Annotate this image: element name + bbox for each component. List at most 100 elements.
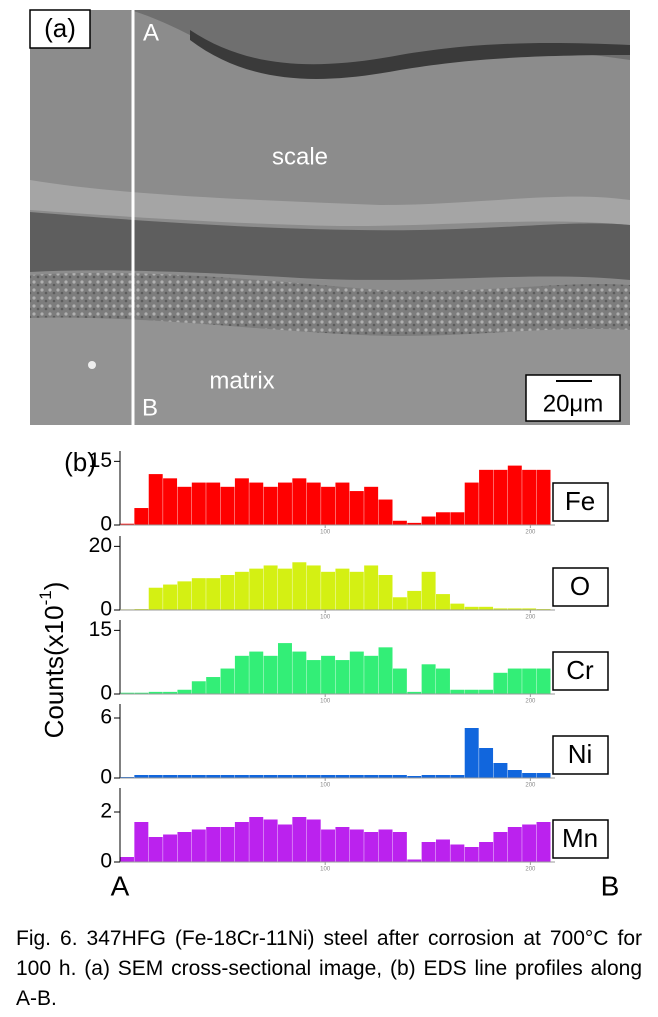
bar [507, 608, 522, 610]
bar [493, 763, 508, 778]
bar [306, 482, 321, 525]
bar [392, 668, 407, 694]
bar [321, 829, 336, 862]
panel-label: (b) [64, 447, 96, 477]
bar [249, 775, 264, 778]
bar [435, 839, 450, 862]
bar [435, 775, 450, 778]
x-tick-label: 100 [320, 699, 331, 705]
sem-gap [30, 212, 630, 280]
bar [335, 775, 350, 778]
bar [234, 478, 249, 525]
bar [306, 565, 321, 610]
y-tick-label: 0 [100, 682, 112, 705]
legend-label: Mn [562, 823, 598, 853]
bar [321, 775, 336, 778]
y-tick-label: 0 [100, 766, 112, 789]
bar [421, 664, 436, 694]
bar [522, 824, 537, 862]
bar [148, 474, 163, 525]
x-tick-label: 200 [525, 867, 536, 873]
x-tick-label: 100 [320, 615, 331, 621]
bar [522, 608, 537, 610]
bar [148, 837, 163, 862]
bar [321, 655, 336, 694]
y-axis-label-close: ) [39, 582, 69, 591]
scale-bar-box [525, 374, 621, 422]
bar [263, 486, 278, 525]
bar [479, 842, 494, 862]
bar [493, 469, 508, 525]
bar [191, 829, 206, 862]
bar [177, 689, 192, 694]
bar [479, 689, 494, 694]
bar [306, 660, 321, 694]
x-tick-label: 100 [320, 530, 331, 536]
bar [134, 692, 149, 694]
bar [464, 728, 479, 778]
bar [378, 575, 393, 610]
bar [335, 482, 350, 525]
bar [163, 691, 178, 694]
bar [206, 775, 221, 778]
bar [378, 829, 393, 862]
bar [220, 827, 235, 862]
bar [277, 775, 292, 778]
y-tick-label: 6 [100, 706, 112, 729]
x-end-label: A [111, 870, 130, 901]
bar [421, 571, 436, 610]
bar [120, 523, 134, 525]
legend-box [552, 819, 609, 859]
panel-label: (a) [44, 13, 76, 43]
bar [507, 770, 522, 778]
bar [263, 565, 278, 610]
bar [349, 829, 364, 862]
bar [335, 660, 350, 694]
bar [392, 520, 407, 525]
bar [378, 775, 393, 778]
bar [335, 827, 350, 862]
legend-box [552, 482, 609, 522]
bar [493, 608, 508, 610]
region-label: matrix [209, 367, 274, 394]
bar [306, 775, 321, 778]
bar [479, 748, 494, 778]
bar [134, 508, 149, 525]
x-tick-label: 200 [525, 615, 536, 621]
caption: Fig. 6. 347HFG (Fe-18Cr-11Ni) steel afte… [16, 927, 642, 1010]
bar [249, 482, 264, 525]
bar [120, 692, 134, 694]
x-tick-label: 200 [525, 530, 536, 536]
bar [407, 691, 422, 694]
bar [493, 672, 508, 694]
legend-label: O [570, 571, 590, 601]
bar [220, 775, 235, 778]
bar [292, 817, 307, 862]
bar [321, 571, 336, 610]
label-box [29, 9, 91, 49]
bar [349, 571, 364, 610]
bar [435, 668, 450, 694]
figure: (a) A B scale matrix 20μm (b) Counts(x10… [29, 9, 630, 901]
bar [292, 651, 307, 694]
bar [364, 565, 379, 610]
bar [277, 568, 292, 610]
bar [364, 775, 379, 778]
bar [407, 859, 422, 862]
bar [120, 857, 134, 862]
bar [134, 775, 149, 778]
bar [536, 469, 551, 525]
bar [191, 681, 206, 694]
sem-outer-scale [30, 10, 630, 68]
bar [364, 655, 379, 694]
bar [450, 844, 465, 862]
bar [249, 651, 264, 694]
bar [435, 594, 450, 610]
bar [292, 562, 307, 610]
bar [220, 668, 235, 694]
bar [277, 643, 292, 694]
bar [450, 775, 465, 778]
legend-box [552, 567, 609, 607]
